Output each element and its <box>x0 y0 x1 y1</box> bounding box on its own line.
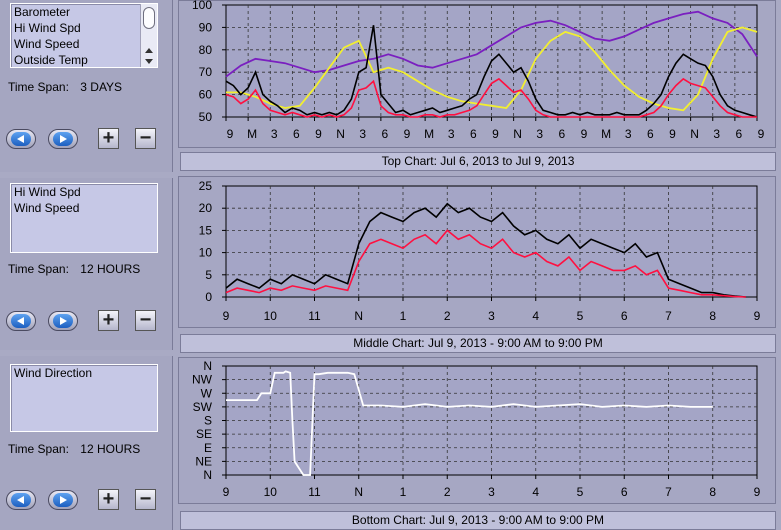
middle-chart-caption: Middle Chart: Jul 9, 2013 - 9:00 AM to 9… <box>180 334 776 353</box>
arrow-left-icon <box>17 135 24 143</box>
zoom-out-button[interactable]: − <box>135 128 156 149</box>
bottom-chart-frame <box>178 357 776 504</box>
time-span-label: Time Span: <box>8 442 69 456</box>
time-span-row: Time Span: 12 HOURS <box>8 442 140 456</box>
scroll-down-icon[interactable] <box>145 59 153 64</box>
scroll-up-icon[interactable] <box>145 48 153 53</box>
series-list-middle[interactable]: Hi Wind Spd Wind Speed <box>10 183 158 253</box>
time-span-value: 12 HOURS <box>80 262 141 276</box>
time-span-label: Time Span: <box>8 262 69 276</box>
time-span-row: Time Span: 3 DAYS <box>8 80 122 94</box>
list-item[interactable]: Outside Temp <box>14 53 88 67</box>
time-span-row: Time Span: 12 HOURS <box>8 262 140 276</box>
scroll-forward-button[interactable] <box>48 311 78 331</box>
list-item[interactable]: Wind Direction <box>14 366 93 380</box>
arrow-right-icon <box>60 317 67 325</box>
list-scrollbar[interactable] <box>140 4 157 67</box>
arrow-right-icon <box>60 496 67 504</box>
list-item[interactable]: Barometer <box>14 5 71 19</box>
scrollbar-thumb[interactable] <box>143 7 155 29</box>
series-list-top[interactable]: Barometer Hi Wind Spd Wind Speed Outside… <box>10 3 158 68</box>
top-chart-frame <box>178 0 776 148</box>
time-span-label: Time Span: <box>8 80 69 94</box>
time-span-value: 12 HOURS <box>80 442 141 456</box>
scroll-forward-button[interactable] <box>48 490 78 510</box>
control-panel-top: Barometer Hi Wind Spd Wind Speed Outside… <box>0 0 173 172</box>
list-item[interactable]: Wind Speed <box>14 37 80 51</box>
bottom-chart-caption: Bottom Chart: Jul 9, 2013 - 9:00 AM to 9… <box>180 511 776 530</box>
time-span-value: 3 DAYS <box>80 80 123 94</box>
list-item[interactable]: Hi Wind Spd <box>14 21 81 35</box>
list-item[interactable]: Hi Wind Spd <box>14 185 81 199</box>
scroll-back-button[interactable] <box>6 311 36 331</box>
arrow-right-icon <box>60 135 67 143</box>
arrow-left-icon <box>17 496 24 504</box>
zoom-in-button[interactable]: + <box>98 310 119 331</box>
list-item[interactable]: Wind Speed <box>14 201 80 215</box>
zoom-in-button[interactable]: + <box>98 489 119 510</box>
top-chart-caption: Top Chart: Jul 6, 2013 to Jul 9, 2013 <box>180 152 776 171</box>
scroll-back-button[interactable] <box>6 490 36 510</box>
scroll-forward-button[interactable] <box>48 129 78 149</box>
zoom-in-button[interactable]: + <box>98 128 119 149</box>
scroll-back-button[interactable] <box>6 129 36 149</box>
middle-chart-frame <box>178 176 776 328</box>
control-panel-middle: Hi Wind Spd Wind Speed Time Span: 12 HOU… <box>0 178 173 350</box>
series-list-bottom[interactable]: Wind Direction <box>10 364 158 432</box>
control-panel-bottom: Wind Direction Time Span: 12 HOURS + − <box>0 356 173 530</box>
zoom-out-button[interactable]: − <box>135 310 156 331</box>
arrow-left-icon <box>17 317 24 325</box>
zoom-out-button[interactable]: − <box>135 489 156 510</box>
